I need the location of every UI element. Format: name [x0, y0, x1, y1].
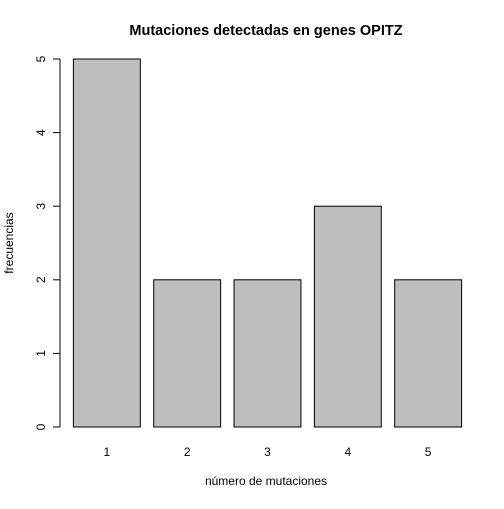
y-tick-label: 2 [34, 276, 48, 283]
bar-3 [233, 279, 302, 428]
bar-2 [153, 279, 222, 428]
y-tick-label: 4 [34, 129, 48, 136]
chart-title: Mutaciones detectadas en genes OPITZ [129, 23, 402, 39]
x-axis-label: número de mutaciones [205, 474, 327, 488]
x-tick-label: 5 [425, 445, 432, 459]
y-axis: 0 1 2 3 4 5 [34, 55, 61, 430]
bar-5 [394, 279, 463, 428]
y-axis-label: frecuencias [2, 212, 16, 273]
y-tick-label: 1 [34, 350, 48, 357]
y-tick-label: 3 [34, 203, 48, 210]
y-tick-label: 0 [34, 423, 48, 430]
x-tick-label: 4 [344, 445, 351, 459]
bars [72, 58, 463, 428]
bar-1 [72, 58, 141, 428]
y-tick-label: 5 [34, 55, 48, 62]
bar-4 [313, 205, 382, 428]
x-tick-label: 1 [104, 445, 111, 459]
x-tick-label: 2 [184, 445, 191, 459]
x-tick-labels: 1 2 3 4 5 [104, 445, 432, 459]
x-tick-label: 3 [264, 445, 271, 459]
